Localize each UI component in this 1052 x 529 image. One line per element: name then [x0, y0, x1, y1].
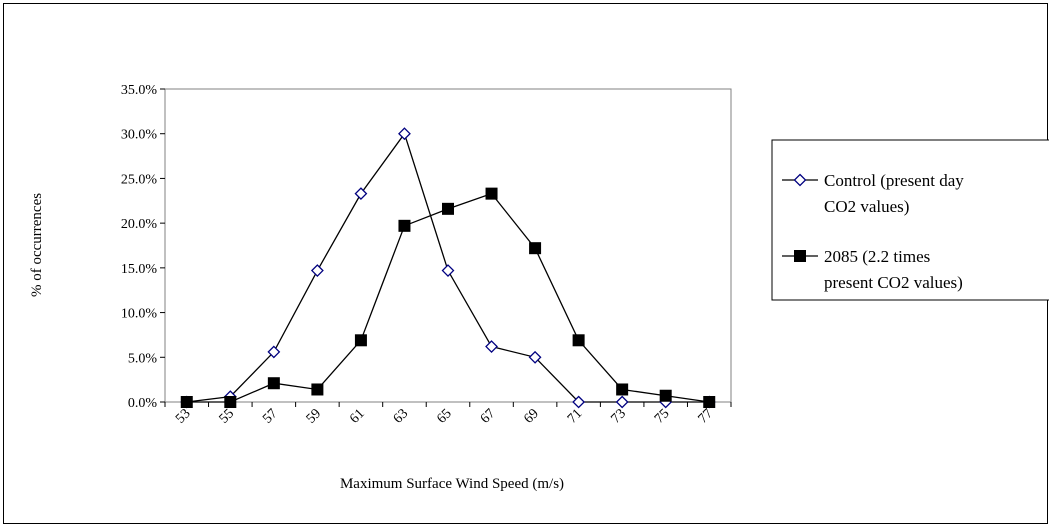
data-point: [267, 377, 280, 390]
y-axis-title: % of occurrences: [29, 193, 45, 297]
chart-area: 0.0% 5.0% 10.0% 15.0% 20.0% 25.0% 30.0% 35.0% 5…: [3, 3, 1049, 524]
x-axis-title: Maximum Surface Wind Speed (m/s): [340, 476, 564, 492]
data-point: [180, 396, 193, 408]
x-tick-label: 61: [347, 406, 368, 427]
data-point: [311, 383, 324, 396]
y-tick-label: 10.0%: [121, 307, 158, 322]
data-point: [703, 396, 716, 408]
x-tick-label: 73: [608, 406, 629, 427]
series-2-line: [186, 192, 710, 403]
series-1: [180, 127, 716, 409]
data-point: [616, 383, 629, 396]
y-tick-label: 0.0%: [128, 396, 158, 411]
data-point: [398, 219, 411, 232]
data-point: [224, 396, 237, 408]
legend: Control (present day CO2 values) 2085 (2.2…: [771, 139, 1049, 301]
y-tick-label: 20.0%: [121, 217, 158, 232]
x-axis: 53 55 57 59 61 63 65 67 69 71 73 75 77: [164, 402, 732, 427]
data-point: [485, 340, 498, 353]
x-tick-label: 75: [652, 406, 673, 427]
legend-label: 2085 (2.2 times: [824, 247, 930, 266]
x-tick-label: 59: [304, 406, 325, 427]
x-tick-label: 69: [521, 406, 542, 427]
x-tick-label: 67: [478, 406, 499, 427]
x-tick-label: 55: [217, 406, 238, 427]
data-point: [267, 345, 281, 359]
plot-area: [164, 88, 732, 403]
x-tick-label: 63: [391, 406, 412, 427]
data-point: [398, 127, 411, 141]
y-tick-label: 35.0%: [121, 83, 158, 98]
legend-marker: [793, 173, 807, 187]
data-point: [354, 334, 367, 347]
chart-svg: 0.0% 5.0% 10.0% 15.0% 20.0% 25.0% 30.0% 35.0% 5…: [29, 83, 1049, 492]
legend-item-2: 2085 (2.2 times present CO2 values): [782, 247, 963, 292]
data-point: [442, 202, 454, 215]
series-2: [180, 187, 716, 408]
data-point: [615, 395, 629, 409]
legend-label: Control (present day: [824, 171, 964, 190]
x-tick-label: 65: [434, 406, 455, 427]
data-point: [485, 187, 498, 200]
data-point: [572, 395, 586, 409]
legend-marker: [794, 250, 806, 262]
data-point: [354, 187, 368, 201]
y-axis: 0.0% 5.0% 10.0% 15.0% 20.0% 25.0% 30.0% 35.0%: [121, 83, 165, 411]
series-layer: [180, 127, 716, 409]
x-tick-label: 77: [696, 406, 717, 427]
data-point: [310, 264, 324, 277]
x-tick-label: 53: [173, 406, 194, 427]
legend-box: [771, 139, 1049, 301]
legend-item-1: Control (present day CO2 values): [782, 171, 964, 216]
legend-label: present CO2 values): [824, 273, 963, 292]
legend-label: CO2 values): [824, 197, 909, 216]
data-point: [441, 264, 455, 277]
y-tick-label: 25.0%: [121, 172, 158, 187]
data-point: [659, 389, 672, 402]
data-point: [528, 350, 542, 364]
y-tick-label: 15.0%: [121, 262, 158, 277]
x-tick-label: 71: [565, 406, 586, 427]
y-tick-label: 5.0%: [128, 351, 158, 366]
data-point: [529, 242, 542, 255]
x-tick-label: 57: [260, 406, 281, 427]
data-point: [572, 334, 585, 347]
y-tick-label: 30.0%: [121, 128, 158, 143]
